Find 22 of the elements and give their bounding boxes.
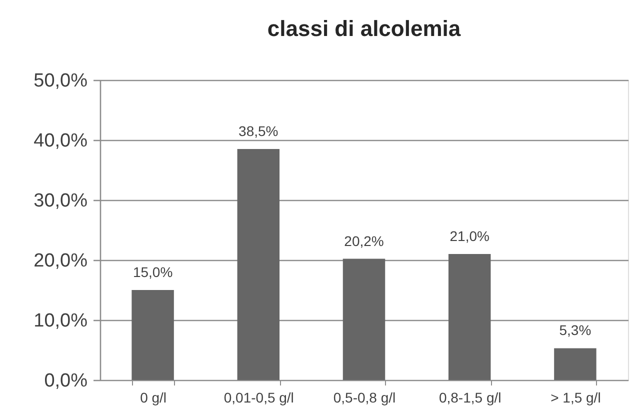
bar — [554, 348, 596, 380]
data-label: 21,0% — [450, 228, 490, 244]
data-label: 15,0% — [132, 264, 173, 280]
x-tick-label: > 1,5 g/l — [550, 390, 601, 406]
chart-title: classi di alcolemia — [267, 16, 462, 41]
x-tick-label: 0,01-0,5 g/l — [224, 390, 294, 406]
y-tick-label: 40,0% — [34, 130, 88, 152]
x-tick-label: 0,8-1,5 g/l — [438, 390, 502, 406]
y-tick-label: 30,0% — [34, 190, 88, 212]
y-tick-label: 20,0% — [34, 250, 88, 272]
bar — [132, 290, 174, 380]
x-tick-label: 0,5-0,8 g/l — [333, 390, 396, 406]
y-tick-label: 10,0% — [34, 310, 88, 332]
bar — [342, 258, 386, 380]
bar — [237, 149, 280, 380]
data-label: 5,3% — [559, 322, 592, 338]
data-label: 38,5% — [238, 123, 278, 139]
data-label: 20,2% — [344, 232, 384, 249]
x-tick-label: 0 g/l — [140, 390, 167, 406]
bar — [448, 254, 491, 380]
y-tick-label: 50,0% — [34, 70, 88, 92]
y-tick-label: 0,0% — [44, 370, 88, 392]
